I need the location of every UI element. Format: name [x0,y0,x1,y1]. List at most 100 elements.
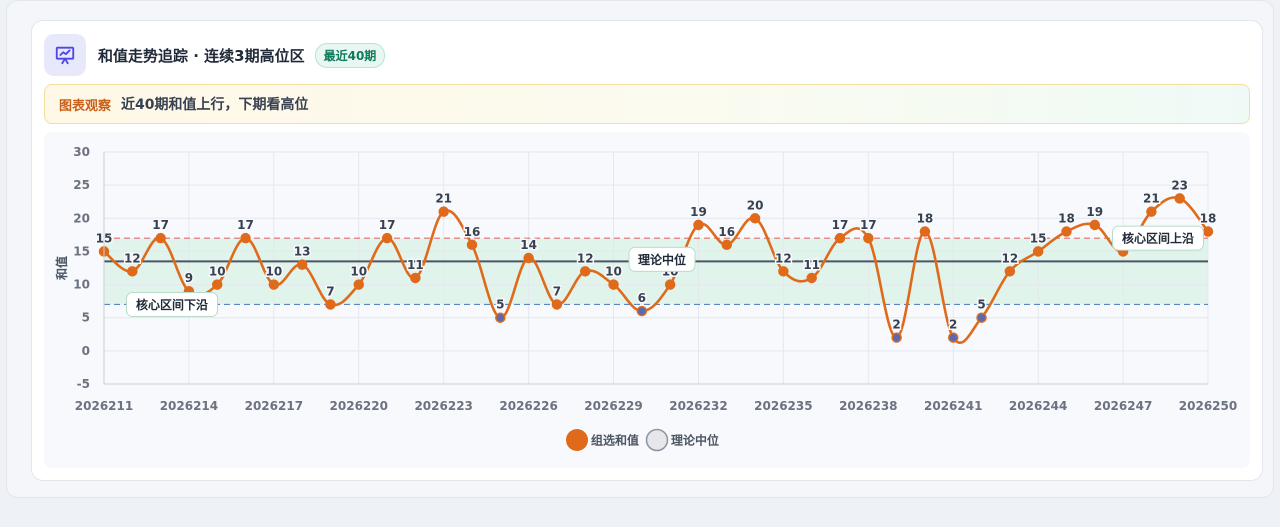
data-label: 18 [917,212,934,226]
data-label: 12 [577,251,594,265]
x-tick-label: 2026214 [160,399,218,413]
data-point [1061,226,1072,237]
data-point [296,259,308,270]
data-point [749,213,761,224]
data-point [891,332,902,343]
data-point [466,239,478,251]
data-point [551,299,563,310]
data-label: 9 [185,271,193,285]
data-point [1174,193,1185,204]
x-tick-label: 2026244 [1009,399,1067,413]
data-point [381,232,393,244]
data-label: 7 [553,284,561,298]
y-tick-label: 0 [82,344,90,358]
data-label: 15 [1030,231,1047,245]
data-label: 17 [152,218,169,232]
upper-bound-label-box [1112,225,1204,251]
period-badge: 最近40期 [314,42,386,68]
data-point [579,266,591,277]
data-point [976,312,987,323]
x-tick-label: 2026226 [499,399,557,413]
y-tick-label: 10 [73,278,90,292]
x-tick-label: 2026217 [245,399,303,413]
data-label: 16 [464,225,481,239]
chart-presentation-icon [44,34,86,76]
data-label: 2 [949,318,957,332]
chart-area: 15 12 17 9 10 17 10 13 7 10 17 11 21 16 5 14 7 12 10 6 10 19 1… [44,132,1250,468]
median-label: 理论中位 [638,252,686,267]
data-label: 6 [638,291,646,305]
card-header: 和值走势追踪 · 连续3期高位区 最近40期 [44,33,386,77]
data-point [778,266,789,277]
sum-trend-chart: 15 12 17 9 10 17 10 13 7 10 17 11 21 16 5 14 7 12 10 6 10 19 1… [54,145,1237,452]
data-point [834,232,846,244]
data-label: 17 [379,218,396,232]
data-label: 18 [1058,212,1075,226]
data-label: 17 [860,218,877,232]
x-tick-label: 2026220 [330,399,388,413]
median-label-box [628,246,696,272]
page-frame: 和值走势追踪 · 连续3期高位区 最近40期 图表观察 近40期和值上行，下期看… [6,0,1274,498]
data-point [268,279,280,290]
y-tick-label: 30 [73,145,90,159]
x-tick-label: 2026232 [669,399,727,413]
data-point [495,312,506,323]
data-point [1089,219,1101,231]
data-label: 2 [892,318,900,332]
data-point [636,305,648,317]
y-tick-label: 5 [82,311,90,325]
lower-bound-label: 核心区间下沿 [136,297,208,312]
data-point [721,239,733,251]
data-point [1146,206,1157,217]
data-label: 12 [124,251,141,265]
data-point [127,266,138,277]
notice-text: 近40期和值上行，下期看高位 [121,97,309,113]
y-tick-label: 20 [73,211,90,225]
y-tick-label: -5 [77,377,90,391]
x-tick-label: 2026229 [584,399,642,413]
data-point [863,232,874,244]
data-point [523,252,534,264]
data-point [1004,266,1016,277]
data-label: 7 [326,284,334,298]
data-point [325,299,336,310]
notice-tag: 图表观察 [59,98,112,114]
data-label: 10 [605,265,622,279]
data-label: 10 [265,265,282,279]
legend-swatch-median [645,428,669,452]
y-tick-label: 25 [73,178,90,192]
chart-notice: 图表观察 近40期和值上行，下期看高位 [44,84,1250,124]
y-tick-label: 15 [73,244,90,258]
x-tick-label: 2026211 [75,399,133,413]
data-point [919,226,931,237]
data-point [806,272,817,284]
data-label: 19 [690,205,707,219]
data-point [410,272,421,284]
x-tick-label: 2026241 [924,399,982,413]
data-point [664,279,676,290]
data-label: 21 [435,192,452,206]
data-label: 17 [237,218,254,232]
data-point [240,232,251,244]
data-point [353,279,365,290]
data-label: 23 [1171,178,1188,192]
data-point [693,219,704,231]
lower-bound-label-box [126,291,218,317]
data-label: 21 [1143,192,1160,206]
data-label: 20 [747,198,764,212]
chart-card: 和值走势追踪 · 连续3期高位区 最近40期 图表观察 近40期和值上行，下期看… [31,20,1263,481]
data-label: 5 [496,298,504,312]
data-label: 11 [803,258,820,272]
data-point [608,279,619,290]
data-label: 17 [832,218,849,232]
data-point [947,332,959,343]
x-tick-label: 2026235 [754,399,812,413]
data-label: 16 [718,225,735,239]
y-axis-title: 和值 [54,256,69,281]
legend-label-median: 理论中位 [671,433,719,448]
data-point [211,279,223,290]
data-label: 19 [1086,205,1103,219]
data-label: 10 [350,265,367,279]
data-label: 10 [209,265,226,279]
data-label: 18 [1200,212,1217,226]
